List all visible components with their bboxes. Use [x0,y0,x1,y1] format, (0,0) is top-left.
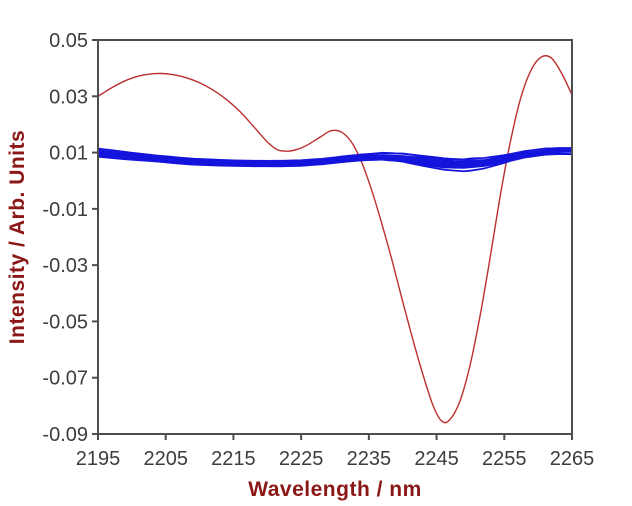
x-axis-title: Wavelength / nm [248,478,422,501]
y-tick-label: -0.09 [42,424,88,446]
x-tick-label: 2245 [414,448,459,470]
blue-spectra-bundle [97,147,573,173]
y-tick-label: -0.05 [42,311,88,333]
blue-spectrum-strand [97,147,572,164]
y-tick-label: -0.03 [42,255,88,277]
y-tick-label: 0.01 [49,143,88,165]
x-tick-label: 2235 [347,448,392,470]
x-tick-label: 2255 [482,448,527,470]
blue-spectrum-strand [97,149,573,164]
red-spectrum-line [97,55,573,424]
y-axis-title: Intensity / Arb. Units [6,129,29,345]
y-tick-label: -0.07 [42,368,88,390]
y-tick-label: -0.01 [42,199,88,221]
y-tick-label: 0.05 [49,30,88,52]
x-tick-label: 2205 [143,448,188,470]
plot-frame [97,39,573,435]
y-tick-label: 0.03 [49,86,88,108]
x-tick-label: 2265 [550,448,595,470]
x-tick-label: 2225 [279,448,324,470]
x-tick-label: 2195 [76,448,121,470]
x-tick-label: 2215 [211,448,256,470]
